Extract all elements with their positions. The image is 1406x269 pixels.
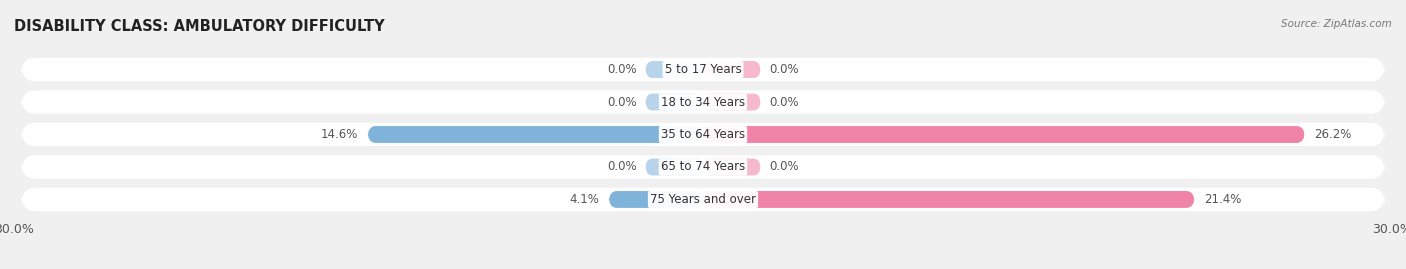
FancyBboxPatch shape	[703, 158, 761, 175]
Text: 0.0%: 0.0%	[769, 63, 799, 76]
Text: Source: ZipAtlas.com: Source: ZipAtlas.com	[1281, 19, 1392, 29]
Text: 18 to 34 Years: 18 to 34 Years	[661, 95, 745, 108]
FancyBboxPatch shape	[703, 126, 1305, 143]
FancyBboxPatch shape	[645, 158, 703, 175]
Text: 4.1%: 4.1%	[569, 193, 599, 206]
Text: 75 Years and over: 75 Years and over	[650, 193, 756, 206]
Text: 35 to 64 Years: 35 to 64 Years	[661, 128, 745, 141]
Text: 0.0%: 0.0%	[769, 161, 799, 174]
FancyBboxPatch shape	[645, 61, 703, 78]
FancyBboxPatch shape	[703, 191, 1195, 208]
FancyBboxPatch shape	[21, 155, 1385, 179]
Text: 65 to 74 Years: 65 to 74 Years	[661, 161, 745, 174]
Text: 21.4%: 21.4%	[1204, 193, 1241, 206]
Text: DISABILITY CLASS: AMBULATORY DIFFICULTY: DISABILITY CLASS: AMBULATORY DIFFICULTY	[14, 19, 385, 34]
Text: 0.0%: 0.0%	[607, 95, 637, 108]
FancyBboxPatch shape	[21, 58, 1385, 81]
FancyBboxPatch shape	[609, 191, 703, 208]
FancyBboxPatch shape	[21, 90, 1385, 114]
FancyBboxPatch shape	[21, 123, 1385, 146]
Text: 5 to 17 Years: 5 to 17 Years	[665, 63, 741, 76]
Text: 26.2%: 26.2%	[1313, 128, 1351, 141]
FancyBboxPatch shape	[703, 61, 761, 78]
Text: 0.0%: 0.0%	[607, 63, 637, 76]
Text: 14.6%: 14.6%	[321, 128, 359, 141]
Text: 0.0%: 0.0%	[607, 161, 637, 174]
FancyBboxPatch shape	[21, 188, 1385, 211]
FancyBboxPatch shape	[368, 126, 703, 143]
Text: 0.0%: 0.0%	[769, 95, 799, 108]
FancyBboxPatch shape	[703, 94, 761, 111]
FancyBboxPatch shape	[645, 94, 703, 111]
